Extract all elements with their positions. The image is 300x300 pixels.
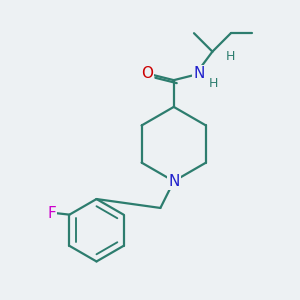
Text: O: O <box>141 66 153 81</box>
Text: N: N <box>193 66 204 81</box>
Text: H: H <box>209 76 218 90</box>
Text: F: F <box>47 206 56 221</box>
Text: H: H <box>226 50 236 63</box>
Text: N: N <box>168 174 179 189</box>
